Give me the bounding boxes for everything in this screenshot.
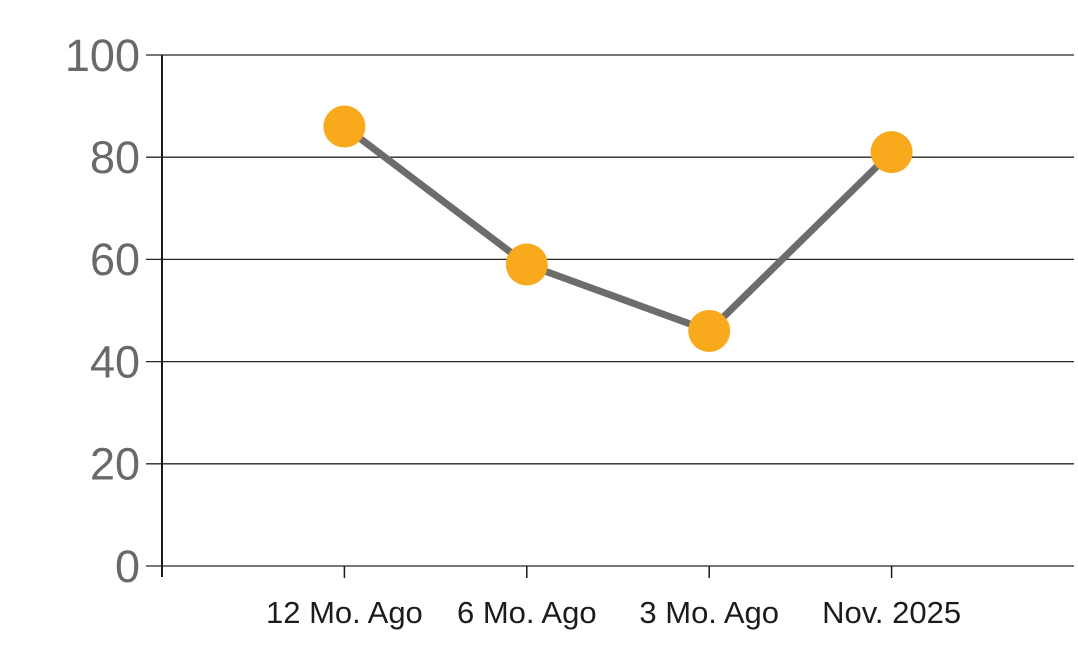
x-tick-label: 6 Mo. Ago xyxy=(457,595,597,630)
x-tick-label: Nov. 2025 xyxy=(822,595,961,630)
data-point-marker xyxy=(505,243,548,286)
y-tick-label: 80 xyxy=(90,132,140,183)
x-tick-label: 3 Mo. Ago xyxy=(639,595,779,630)
y-tick-label: 40 xyxy=(90,336,140,387)
y-tick-label: 20 xyxy=(90,439,140,490)
data-point-marker xyxy=(323,105,366,148)
x-tick-label: 12 Mo. Ago xyxy=(266,595,423,630)
y-tick-label: 0 xyxy=(115,541,140,592)
data-point-marker xyxy=(870,131,913,174)
y-tick-label: 100 xyxy=(65,30,140,81)
y-tick-label: 60 xyxy=(90,234,140,285)
series-line xyxy=(340,123,896,335)
data-point-marker xyxy=(688,309,731,352)
